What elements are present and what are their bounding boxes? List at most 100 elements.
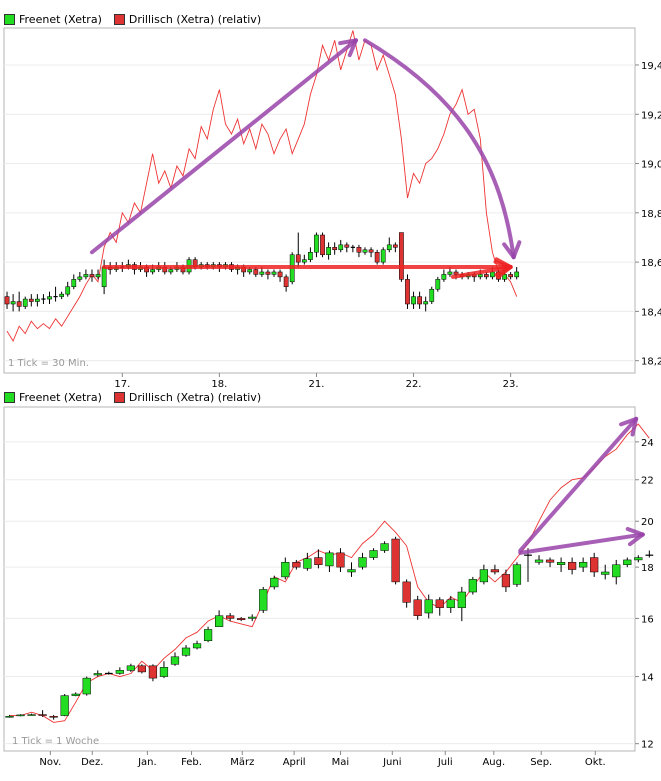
candle [95, 269, 101, 280]
candle [508, 271, 513, 280]
candle [545, 557, 555, 568]
candle-body [77, 276, 83, 280]
x-tick-label: Feb. [181, 757, 202, 768]
candle-body [226, 615, 235, 619]
candle-body [369, 550, 378, 558]
candle-body [27, 714, 36, 716]
arrow-head [338, 38, 358, 46]
candle-body [38, 714, 47, 716]
candle-body [71, 693, 80, 696]
candle [83, 269, 89, 280]
x-tick-label: 22. [406, 379, 422, 390]
candle [283, 274, 289, 292]
arrow-head [493, 259, 513, 270]
candle-body [259, 589, 268, 611]
candle-body [358, 557, 367, 568]
candle [303, 552, 312, 571]
candle [490, 564, 500, 575]
y-tick-label: 14 [641, 673, 654, 684]
candle-body [501, 574, 511, 588]
candle [446, 595, 455, 614]
candle [301, 254, 307, 265]
candle [417, 291, 422, 309]
arrow-head [347, 38, 358, 58]
candle-body [71, 279, 77, 288]
legend-item-drillisch: Drillisch (Xetra) (relativ) [113, 12, 262, 26]
candle [399, 232, 404, 282]
x-tick-label: März [230, 757, 254, 768]
candle [77, 271, 83, 282]
candle-body [181, 647, 191, 656]
x-tick-label: 21. [309, 379, 325, 390]
candle [623, 557, 632, 568]
candle-body [281, 562, 290, 578]
candle-body [16, 714, 25, 717]
candle [60, 694, 69, 717]
legend-label-freenet: Freenet (Xetra) [19, 12, 102, 26]
candle [41, 294, 46, 304]
x-tick-label: Jan. [137, 757, 157, 768]
candle [34, 294, 40, 307]
candle-body [277, 271, 283, 278]
annotation-arrow [450, 265, 513, 279]
candle-body [413, 599, 422, 616]
candle-body [47, 296, 52, 300]
plot-frame [3, 27, 636, 374]
candle [479, 564, 488, 585]
candle-body [170, 656, 180, 665]
candle-body [534, 559, 544, 563]
candle-body [490, 569, 500, 573]
candle [93, 670, 102, 677]
candle-body [16, 301, 22, 307]
candle [248, 614, 257, 622]
x-tick-label: Nov. [39, 757, 61, 768]
candle-body [435, 599, 444, 608]
y-tick-label: 22 [641, 476, 654, 487]
candle [314, 232, 319, 258]
legend-label-drillisch: Drillisch (Xetra) (relativ) [128, 12, 262, 26]
legend-item-freenet: Freenet (Xetra) [4, 391, 102, 404]
candle [356, 244, 362, 258]
candle-body [338, 244, 344, 251]
candle [645, 550, 654, 558]
candle-body [441, 274, 447, 280]
intraday-chart: 17. 18. 21. 22. 23. 18,2 18,4 18,6 18,8 19,0 19,2… [3, 27, 661, 390]
candle-body [292, 562, 301, 568]
candle [47, 291, 52, 304]
candle [441, 269, 447, 282]
candle [347, 562, 356, 577]
candle-body [320, 234, 325, 255]
candle-body [65, 286, 71, 295]
candle-body [612, 564, 621, 578]
y-tick-label: 19,4 [641, 61, 661, 72]
candle-body [356, 247, 362, 253]
candle [374, 249, 380, 265]
candle [512, 562, 522, 587]
candle [392, 242, 398, 253]
drillisch-relative-line [9, 423, 650, 723]
candle-body [95, 274, 101, 278]
candle-body [483, 274, 489, 278]
candle [380, 541, 389, 553]
x-tick-label: Dez. [81, 757, 103, 768]
arrow-head [496, 265, 513, 279]
candle-body [368, 249, 374, 253]
candle [181, 645, 191, 657]
candle [424, 594, 433, 619]
candle [579, 557, 588, 572]
arrow-head [627, 532, 645, 547]
candle-body [447, 271, 453, 275]
candle [27, 713, 36, 716]
candle [5, 714, 14, 718]
candle-body [93, 673, 102, 676]
candle [237, 617, 246, 622]
legend-label-drillisch: Drillisch (Xetra) (relativ) [128, 390, 262, 404]
x-tick-label: Sep. [530, 757, 552, 768]
candle [308, 247, 313, 263]
annotation-arrow [518, 416, 639, 553]
x-tick-label: 17. [114, 379, 130, 390]
candle-body [159, 667, 169, 677]
y-tick-label: 12 [641, 740, 654, 751]
candle-body [49, 716, 58, 718]
candle [380, 247, 386, 265]
